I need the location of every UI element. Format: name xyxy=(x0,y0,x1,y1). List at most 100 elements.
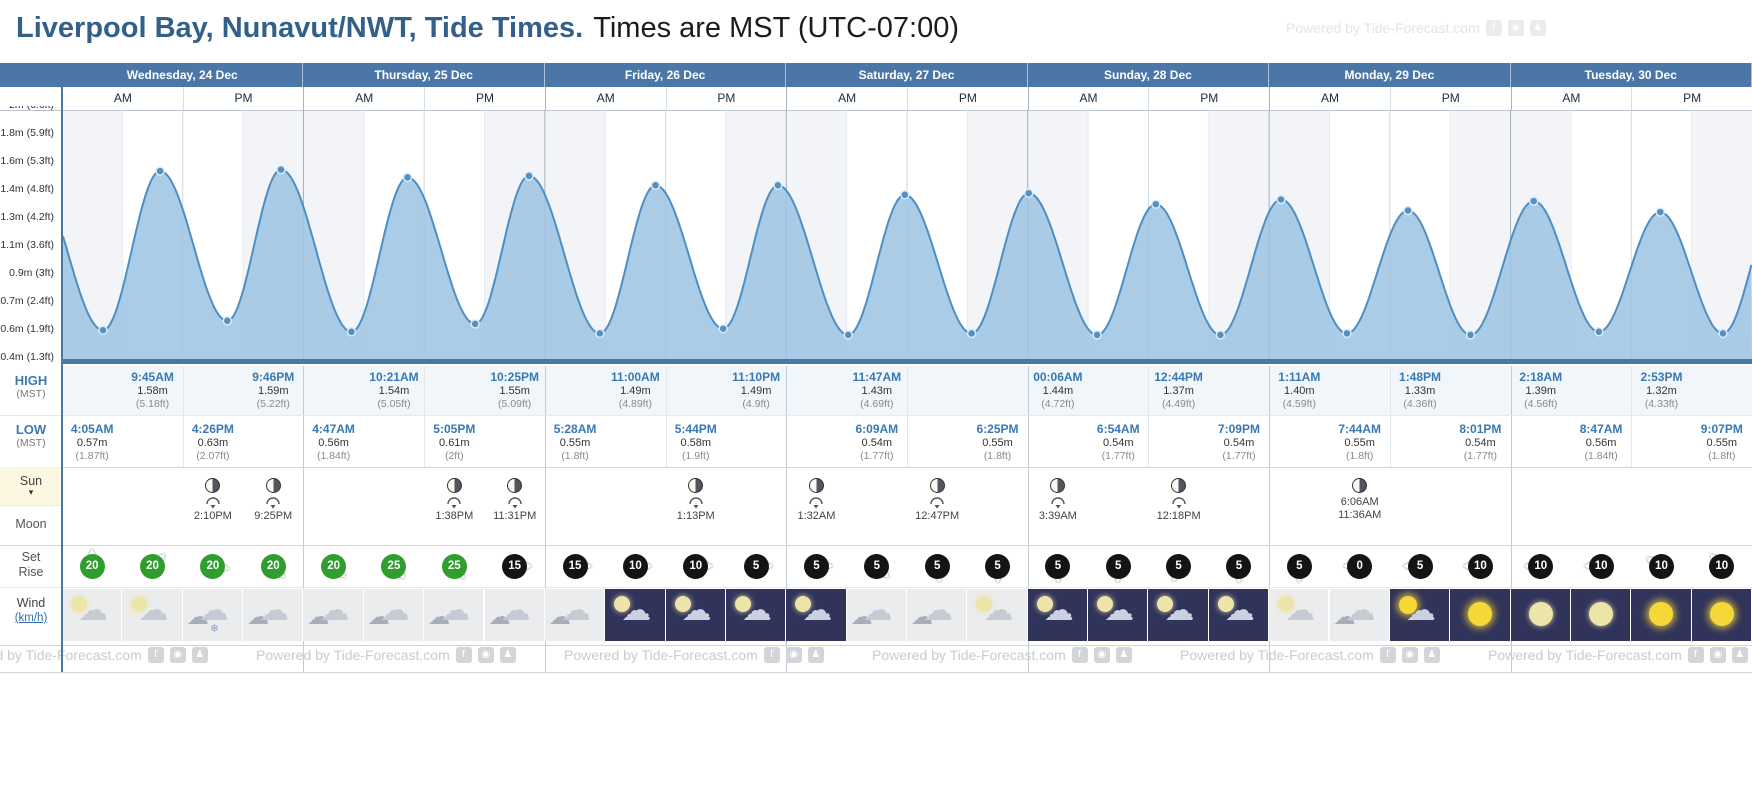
sun-row-toggle[interactable]: Sun ▾ xyxy=(0,467,62,505)
sun-icon xyxy=(1398,596,1417,614)
rise-row-label: Rise xyxy=(18,565,44,579)
tide-height-ft: (1.8ft) xyxy=(561,450,589,462)
tide-height-m: 1.59m xyxy=(257,385,289,397)
tide-height-ft: (1.8ft) xyxy=(1708,450,1736,462)
watermark-text: Powered by Tide-Forecast.com xyxy=(0,647,142,663)
page-title: Liverpool Bay, Nunavut/NWT, Tide Times. T… xyxy=(16,8,959,48)
tide-height-m: 1.43m xyxy=(861,385,893,397)
watermark: Powered by Tide-Forecast.com f ◉ ♟ xyxy=(1488,647,1748,663)
tide-height-ft: (4.89ft) xyxy=(618,398,653,410)
tide-height-ft: (4.9ft) xyxy=(742,398,770,410)
y-axis-label: 0.6m (1.9ft) xyxy=(0,323,54,335)
wind-cell: 5 xyxy=(1221,548,1257,584)
wind-cell: 10 xyxy=(617,548,653,584)
pm-label: PM xyxy=(1631,87,1752,110)
cloud-icon: ☁ xyxy=(198,593,229,628)
tide-height-ft: (1.8ft) xyxy=(983,450,1012,462)
tide-height-ft: (1.84ft) xyxy=(1584,450,1618,462)
wind-cell: 25 xyxy=(376,548,412,584)
weather-icon-cell: ☁ xyxy=(967,589,1028,641)
tide-low-marker xyxy=(1594,327,1604,337)
moon-event-time: 11:36AM xyxy=(1338,509,1382,521)
tide-time: 1:11AM xyxy=(1278,370,1321,384)
weather-icon-cell: ☁ xyxy=(62,589,123,641)
moon-phase-icon xyxy=(1352,478,1368,493)
watermark-text: Powered by Tide-Forecast.com xyxy=(1286,20,1480,36)
moonset-icon xyxy=(473,496,557,510)
tide-low-marker xyxy=(966,328,977,339)
wind-cell: 5 xyxy=(798,548,834,584)
tide-height-ft: (4.72ft) xyxy=(1041,398,1075,410)
day-separator xyxy=(544,366,546,672)
moonset-arc-glyph xyxy=(447,497,462,509)
moonset-icon xyxy=(774,496,858,510)
tide-height-ft: (4.59ft) xyxy=(1282,398,1316,410)
tide-height-m: 0.61m xyxy=(439,437,470,449)
y-axis: 2m (6.6ft) 1.8m (5.9ft) 1.6m (5.3ft) 1.4m (… xyxy=(0,106,58,368)
tide-height-m: 1.44m xyxy=(1042,385,1074,397)
cloud-icon: ☁ xyxy=(1224,593,1255,628)
tide-high-marker xyxy=(1655,207,1666,217)
cloud-icon: ☁ xyxy=(186,605,209,630)
cloud-icon: ☁ xyxy=(850,605,873,630)
tide-high-marker xyxy=(155,166,165,176)
wind-speed-badge: 5 xyxy=(1105,553,1131,579)
moon-event: 12:47PM xyxy=(895,478,979,523)
moonset-arc-glyph xyxy=(507,497,522,509)
moon-phase-icon xyxy=(446,478,462,493)
tide-height-ft: (4.33ft) xyxy=(1644,398,1679,410)
moon-row-label: Moon xyxy=(15,517,47,531)
instagram-icon: ◉ xyxy=(477,647,494,663)
tide-high-marker xyxy=(276,164,286,175)
day-separator xyxy=(303,366,305,672)
weather-icon-cell: ☁ xyxy=(665,589,726,641)
tide-height-ft: (1.9ft) xyxy=(682,450,710,462)
moon-event-time: 3:39AM xyxy=(1038,510,1077,522)
tide-high-marker xyxy=(1528,196,1539,206)
wind-cell: 5 xyxy=(1100,548,1136,584)
day-separator xyxy=(1510,366,1512,672)
cloud-icon: ☁ xyxy=(319,593,350,628)
cloud-icon: ☁ xyxy=(440,593,471,628)
moon-icon xyxy=(674,596,691,612)
moon-phase-icon xyxy=(808,478,824,493)
half-day-separator xyxy=(424,366,426,467)
tide-time: 6:54AM xyxy=(1096,422,1140,436)
tide-height-m: 0.55m xyxy=(1706,437,1738,449)
moon-icon xyxy=(614,596,631,612)
moon-icon xyxy=(1217,596,1234,612)
tide-height-ft: (1.84ft) xyxy=(316,450,351,462)
tide-high-entry: 10:21AM 1.54m (5.05ft) xyxy=(334,370,454,411)
am-label: AM xyxy=(544,87,666,110)
facebook-icon: f xyxy=(1485,20,1502,36)
tide-low-entry: 4:05AM 0.57m (1.87ft) xyxy=(32,422,152,463)
instagram-icon: ◉ xyxy=(785,647,802,663)
moon-event: 1:38PM xyxy=(412,478,496,523)
timezone-note: Times are MST (UTC-07:00) xyxy=(593,12,960,44)
tide-high-marker xyxy=(650,180,661,191)
tide-low-marker xyxy=(1215,330,1226,340)
wind-cell: 10 xyxy=(1583,548,1619,584)
y-axis-label: 1.1m (3.6ft) xyxy=(0,239,54,251)
wind-speed-badge: 25 xyxy=(441,553,467,579)
wind-speed-badge: 10 xyxy=(1709,553,1735,579)
y-axis-label: 1.3m (4.2ft) xyxy=(0,211,54,223)
wind-cell: 20 xyxy=(74,548,110,584)
wind-cell: 10 xyxy=(1643,548,1679,584)
moon-icon xyxy=(734,596,751,612)
weather-icon-cell xyxy=(1450,589,1511,641)
day-separator xyxy=(786,366,788,672)
row-divider xyxy=(0,645,1752,646)
tide-height-ft: (4.36ft) xyxy=(1403,398,1437,410)
moonset-icon xyxy=(654,496,738,510)
weather-icon-cell xyxy=(1691,589,1752,641)
tide-high-entry: 00:06AM 1.44m (4.72ft) xyxy=(998,370,1118,411)
moonset-arc-glyph xyxy=(930,497,944,509)
wind-cell: 25 xyxy=(436,548,472,584)
weather-icon-cell: ☁ ☁ xyxy=(424,589,485,641)
cloud-icon: ☁ xyxy=(1405,593,1436,628)
location-title: Liverpool Bay, Nunavut/NWT, Tide Times. xyxy=(16,12,584,44)
wind-unit-link[interactable]: (km/h) xyxy=(14,612,48,624)
high-row-timezone: (MST) xyxy=(16,388,46,400)
weather-icon-cell: ☁ ☁ ❄ xyxy=(182,589,244,641)
